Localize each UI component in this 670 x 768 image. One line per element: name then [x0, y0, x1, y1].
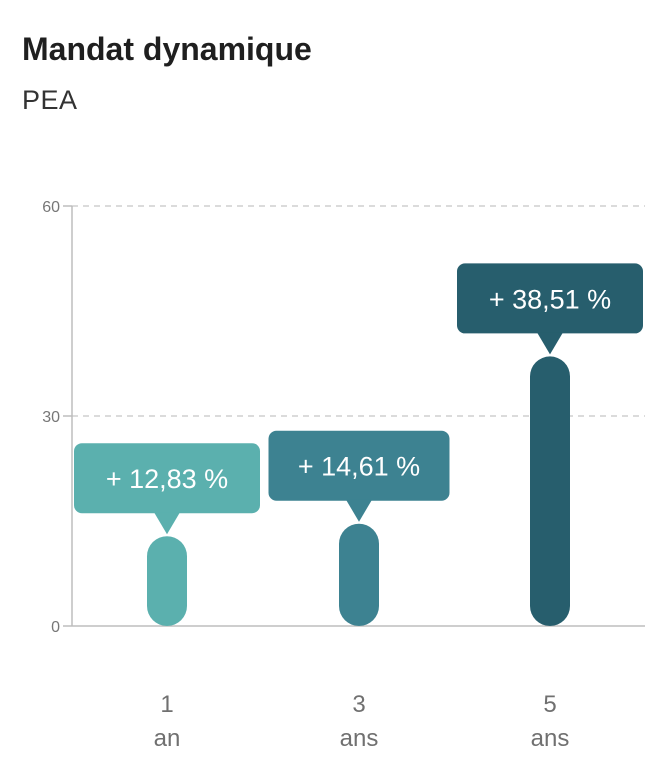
chart-subtitle: PEA: [22, 85, 78, 115]
data-label-bubble: [268, 430, 450, 501]
data-label: + 38,51 %: [489, 284, 611, 314]
x-tick-label-number: 1: [160, 691, 173, 718]
data-label-pointer: [154, 512, 180, 535]
bar: [147, 536, 187, 626]
chart-title: Mandat dynamique: [22, 31, 312, 67]
data-label-pointer: [346, 499, 372, 522]
x-tick-label-unit: ans: [531, 725, 570, 752]
x-tick-label-number: 5: [543, 691, 556, 718]
bar: [339, 523, 379, 626]
x-tick-label-unit: ans: [340, 725, 379, 752]
data-label: + 12,83 %: [106, 464, 228, 494]
data-label-pointer: [537, 332, 563, 355]
y-tick-label: 0: [51, 619, 60, 636]
data-label: + 14,61 %: [298, 452, 420, 482]
data-label-bubble: [74, 443, 260, 514]
x-tick-label-number: 3: [352, 691, 365, 718]
x-tick-label-unit: an: [154, 725, 181, 752]
y-tick-label: 60: [42, 199, 60, 216]
data-label-bubble: [457, 263, 643, 334]
bar: [530, 356, 570, 626]
y-tick-label: 30: [42, 409, 60, 426]
